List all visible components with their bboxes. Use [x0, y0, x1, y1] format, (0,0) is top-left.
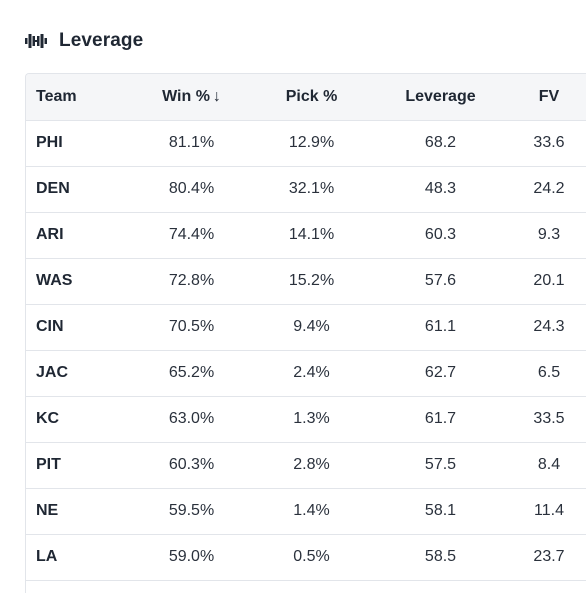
column-header-fv[interactable]: FV	[497, 74, 586, 121]
leverage-panel: Leverage Team Win % ↓ Pick % Leverage FV …	[25, 28, 586, 593]
fv-cell: 11.4	[497, 488, 586, 535]
team-cell: JAC	[26, 350, 144, 397]
leverage-cell: 61.7	[384, 396, 497, 443]
fv-cell: 24.3	[497, 304, 586, 351]
pick-cell: 15.2%	[239, 258, 384, 305]
team-cell: LA	[26, 534, 144, 581]
column-header-fv-label: FV	[538, 87, 560, 105]
fv-cell: 20.1	[497, 258, 586, 305]
leverage-cell: 68.2	[384, 120, 497, 167]
table-row: ARI 74.4% 14.1% 60.3 9.3	[26, 212, 586, 259]
column-header-pick-label: Pick %	[285, 87, 338, 105]
team-cell: PHI	[26, 120, 144, 167]
leverage-cell: 58.5	[384, 534, 497, 581]
table-row: NE 59.5% 1.4% 58.1 11.4	[26, 488, 586, 535]
table-row: KC 63.0% 1.3% 61.7 33.5	[26, 396, 586, 443]
column-header-leverage[interactable]: Leverage	[384, 74, 497, 121]
pick-cell: 9.4%	[239, 304, 384, 351]
leverage-cell: 58.1	[384, 488, 497, 535]
column-header-team-label: Team	[36, 87, 77, 105]
leverage-cell: 57.6	[384, 258, 497, 305]
team-cell: PIT	[26, 442, 144, 489]
pick-cell: 1.4%	[239, 488, 384, 535]
table-row: LA 59.0% 0.5% 58.5 23.7	[26, 534, 586, 581]
table-row: CIN 70.5% 9.4% 61.1 24.3	[26, 304, 586, 351]
table-row: DEN 80.4% 32.1% 48.3 24.2	[26, 166, 586, 213]
leverage-cell: 61.1	[384, 304, 497, 351]
sort-desc-icon: ↓	[212, 87, 221, 105]
pick-cell: 14.1%	[239, 212, 384, 259]
table-row: JAC 65.2% 2.4% 62.7 6.5	[26, 350, 586, 397]
fv-cell: 23.7	[497, 534, 586, 581]
win-cell: 81.1%	[144, 120, 239, 167]
column-header-leverage-label: Leverage	[405, 87, 476, 105]
win-cell: 63.0%	[144, 396, 239, 443]
leverage-table-card: Team Win % ↓ Pick % Leverage FV PHI 81.1% 1…	[25, 73, 586, 593]
pick-cell: 2.8%	[239, 442, 384, 489]
leverage-cell: 60.3	[384, 212, 497, 259]
column-header-team[interactable]: Team	[26, 74, 144, 121]
panel-header: Leverage	[25, 28, 143, 54]
pick-cell: 0.5%	[239, 534, 384, 581]
fv-cell: 24.2	[497, 166, 586, 213]
fv-cell: 9.3	[497, 212, 586, 259]
win-cell: 59.5%	[144, 488, 239, 535]
team-cell: KC	[26, 396, 144, 443]
column-header-pick[interactable]: Pick %	[239, 74, 384, 121]
win-cell: 74.4%	[144, 212, 239, 259]
win-cell: 59.0%	[144, 534, 239, 581]
panel-title: Leverage	[59, 30, 144, 51]
leverage-cell: 57.5	[384, 442, 497, 489]
pick-cell: 32.1%	[239, 166, 384, 213]
leverage-cell: 62.7	[384, 350, 497, 397]
leverage-table: Team Win % ↓ Pick % Leverage FV PHI 81.1% 1…	[26, 74, 586, 581]
table-row: PHI 81.1% 12.9% 68.2 33.6	[26, 120, 586, 167]
table-row: PIT 60.3% 2.8% 57.5 8.4	[26, 442, 586, 489]
win-cell: 60.3%	[144, 442, 239, 489]
fv-cell: 33.6	[497, 120, 586, 167]
win-cell: 70.5%	[144, 304, 239, 351]
win-cell: 80.4%	[144, 166, 239, 213]
win-cell: 65.2%	[144, 350, 239, 397]
pick-cell: 1.3%	[239, 396, 384, 443]
team-cell: WAS	[26, 258, 144, 305]
fv-cell: 8.4	[497, 442, 586, 489]
fv-cell: 6.5	[497, 350, 586, 397]
table-row: WAS 72.8% 15.2% 57.6 20.1	[26, 258, 586, 305]
team-cell: DEN	[26, 166, 144, 213]
team-cell: NE	[26, 488, 144, 535]
pick-cell: 12.9%	[239, 120, 384, 167]
win-cell: 72.8%	[144, 258, 239, 305]
fv-cell: 33.5	[497, 396, 586, 443]
team-cell: CIN	[26, 304, 144, 351]
leverage-cell: 48.3	[384, 166, 497, 213]
team-cell: ARI	[26, 212, 144, 259]
dumbbell-icon	[25, 33, 47, 49]
column-header-win-label: Win %	[162, 87, 210, 105]
column-header-win[interactable]: Win % ↓	[144, 74, 239, 121]
pick-cell: 2.4%	[239, 350, 384, 397]
table-header-row: Team Win % ↓ Pick % Leverage FV	[26, 74, 586, 121]
